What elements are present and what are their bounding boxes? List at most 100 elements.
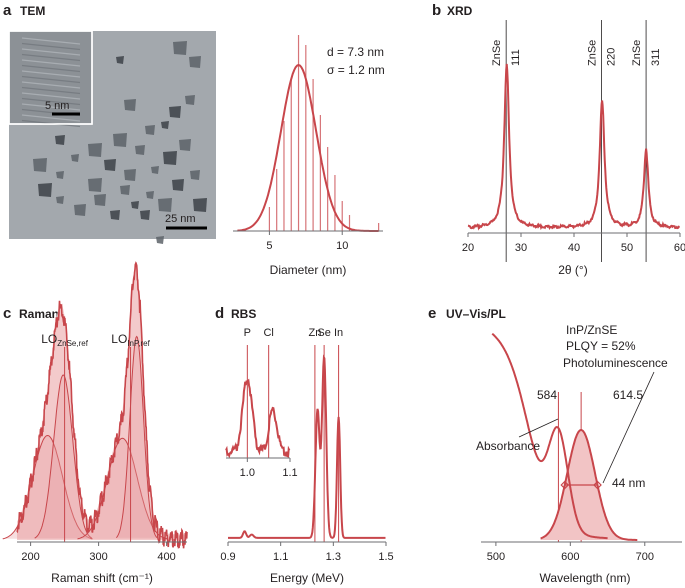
xrd-x-tick-label-2: 40 — [568, 242, 580, 254]
sample-label: InP/ZnSE — [566, 323, 617, 337]
rbs-x-tick-label-0: 0.9 — [220, 551, 235, 563]
abs-label-leader — [518, 418, 559, 438]
lattice-fringe — [21, 92, 81, 100]
tem-particle — [124, 99, 136, 111]
xrd-x-tick-label-4: 60 — [674, 242, 685, 254]
rbs-inset: P Cl 1.0 1.1 — [225, 327, 298, 479]
histogram-bar — [334, 175, 336, 231]
xrd-hkl-label: 111 — [510, 49, 522, 66]
main-scale-label: 25 nm — [165, 213, 196, 225]
lattice-fringe — [21, 70, 81, 78]
rbs-inset-spectrum — [225, 378, 291, 459]
histogram-x-tick-label-0: 5 — [266, 240, 272, 252]
panel-name-d: RBS — [231, 307, 256, 321]
tem-particle — [179, 139, 191, 151]
panel-letter-e: e — [428, 305, 436, 322]
xrd-x-ticks: 20 30 40 50 60 — [462, 233, 685, 254]
tem-particle — [172, 179, 184, 191]
panel-name-c: Raman — [19, 307, 59, 321]
tem-particle — [189, 56, 201, 68]
histogram-bar — [268, 207, 271, 231]
lattice-fringe — [21, 53, 81, 62]
panel-e: e UV–Vis/PL 500 600 700 Wavelength (nm) In… — [428, 305, 682, 585]
rbs-element-label: Zn — [308, 327, 321, 339]
rbs-spectrum — [228, 354, 386, 539]
lattice-fringe — [21, 59, 81, 67]
pl-label-leader — [602, 371, 655, 484]
tem-particle — [163, 151, 177, 165]
rbs-inset-x-tick-label-1: 1.1 — [282, 467, 297, 479]
histogram-bar — [348, 215, 351, 231]
xrd-material-label: ZnSe — [631, 40, 643, 66]
xrd-reference-lines: ZnSe 111 ZnSe 220 ZnSe 311 — [491, 20, 662, 262]
tem-micrograph: 5 nm 25 nm — [8, 30, 216, 244]
panel-letter-d: d — [215, 305, 224, 322]
panel-letter-c: c — [3, 305, 11, 322]
histogram-x-ticks: 5 10 — [266, 231, 348, 252]
xrd-pattern — [467, 63, 681, 231]
tem-particle — [33, 158, 47, 172]
tem-nanoparticles — [33, 41, 207, 244]
tem-particle — [55, 135, 65, 145]
tem-particle — [56, 171, 64, 179]
rbs-x-tick-label-2: 1.3 — [326, 551, 341, 563]
fwhm-marker-right — [593, 480, 602, 490]
raman-component-fills — [2, 264, 187, 540]
xrd-x-tick-label-3: 50 — [621, 242, 633, 254]
uv-x-ticks: 500 600 700 — [487, 542, 654, 563]
tem-particle — [135, 145, 145, 155]
tem-particle — [120, 185, 130, 195]
rbs-x-tick-label-3: 1.5 — [378, 551, 393, 563]
raman-reference-lines: LOZnSe,ref LOInP,ref — [41, 332, 151, 542]
mean-diameter-label: d = 7.3 nm — [327, 45, 384, 59]
tem-particle — [56, 196, 64, 204]
uv-x-title: Wavelength (nm) — [540, 571, 631, 585]
histogram-bar — [341, 201, 343, 231]
histogram-bar — [378, 223, 380, 231]
rbs-inset-element-label: P — [244, 327, 251, 339]
xrd-x-title: 2θ (°) — [558, 263, 587, 277]
sigma-label: σ = 1.2 nm — [327, 63, 385, 77]
tem-particle — [94, 194, 106, 206]
tem-particle — [74, 204, 86, 216]
raman-x-title: Raman shift (cm⁻¹) — [51, 571, 153, 585]
lattice-fringes — [21, 37, 81, 128]
lattice-fringe — [21, 81, 81, 89]
xrd-material-label: ZnSe — [587, 40, 599, 66]
tem-particle — [193, 198, 207, 212]
raman-total-area — [17, 264, 187, 540]
rbs-element-lines: ZnSe In — [308, 327, 343, 542]
histogram-bar — [312, 79, 314, 231]
rbs-inset-element-lines: P Cl — [244, 327, 274, 458]
histogram-bar — [283, 121, 285, 231]
rbs-element-label: In — [334, 327, 343, 339]
rbs-x-ticks: 0.9 1.1 1.3 1.5 — [220, 542, 394, 563]
panel-a: a TEM 5 nm 25 nm 5 10 Diameter (nm) d = 7… — [3, 2, 385, 277]
histogram-bar — [305, 45, 307, 231]
raman-x-tick-label-0: 200 — [21, 551, 39, 563]
lattice-fringe — [21, 97, 81, 106]
tem-particle — [140, 210, 150, 220]
lattice-fringe — [21, 48, 81, 56]
tem-particle — [158, 198, 172, 212]
histogram-x-tick-label-1: 10 — [336, 240, 348, 252]
xrd-x-tick-label-1: 30 — [515, 242, 527, 254]
panel-d: d RBS ZnSe In 0.9 1.1 1.3 1.5 Energy (MeV) P… — [215, 305, 394, 585]
panel-letter-a: a — [3, 2, 12, 19]
histogram-bar — [290, 79, 292, 231]
panel-c: c Raman LOZnSe,ref LOInP,ref 200 300 400 Ra… — [2, 261, 188, 585]
tem-particle — [151, 166, 159, 174]
xrd-hkl-label: 220 — [606, 48, 618, 66]
tem-particle — [131, 201, 139, 209]
absorbance-curve — [491, 332, 608, 540]
histogram-bar — [297, 35, 300, 231]
tem-particle — [173, 41, 187, 55]
raman-x-tick-label-2: 400 — [157, 551, 175, 563]
fwhm-marker — [560, 480, 602, 490]
panel-b: b XRD ZnSe 111 ZnSe 220 ZnSe 311 20 30 40 50 60 2… — [432, 2, 685, 277]
rbs-inset-x-ticks: 1.0 1.1 — [240, 458, 298, 479]
panel-name-a: TEM — [20, 4, 45, 18]
histogram-bar — [319, 115, 321, 231]
tem-particle — [88, 143, 102, 157]
lattice-fringe — [21, 42, 81, 51]
